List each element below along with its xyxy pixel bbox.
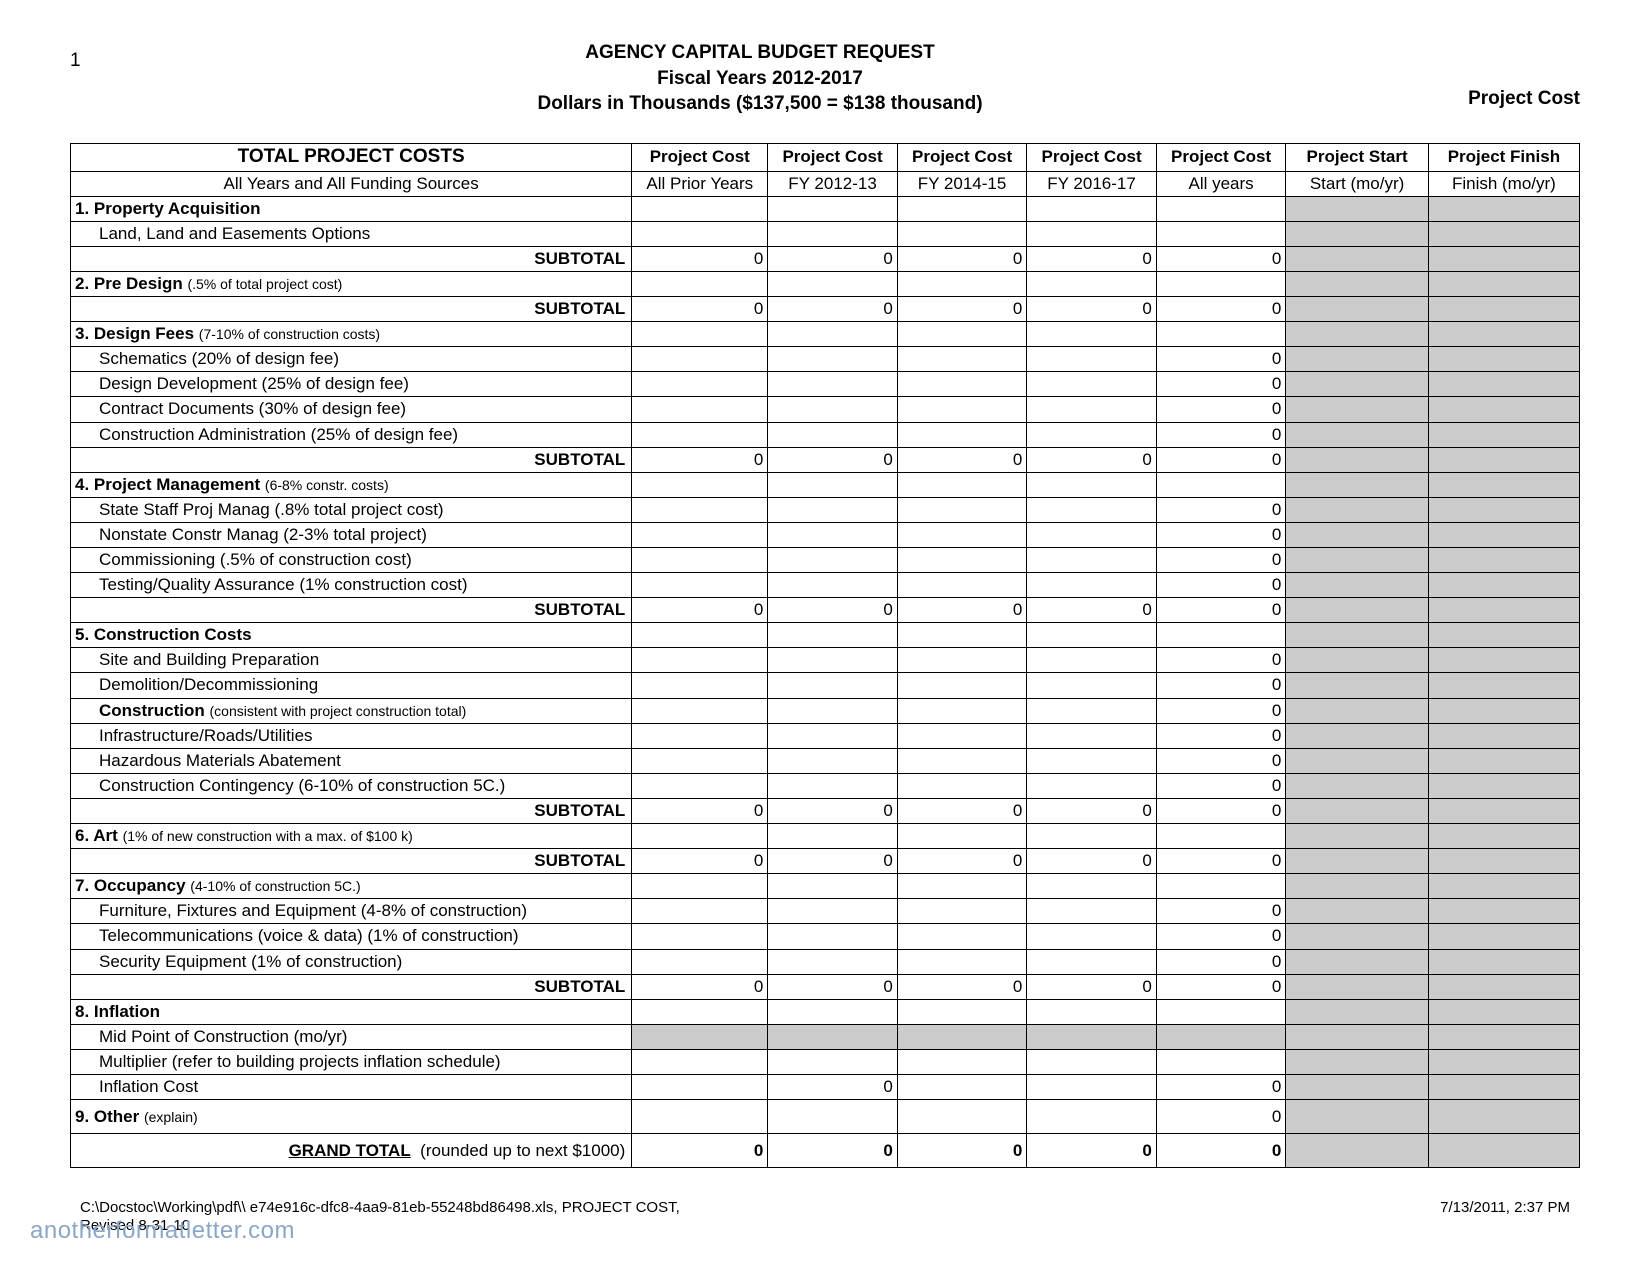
item-row: Infrastructure/Roads/Utilities0 [71, 723, 1580, 748]
col-header: Project Finish [1428, 143, 1579, 171]
section-row: 1. Property Acquisition [71, 196, 1580, 221]
section-row: 3. Design Fees (7-10% of construction co… [71, 322, 1580, 347]
budget-table: TOTAL PROJECT COSTS Project Cost Project… [70, 143, 1580, 1168]
subtotal-row: SUBTOTAL00000 [71, 297, 1580, 322]
table-header: TOTAL PROJECT COSTS Project Cost Project… [71, 143, 1580, 196]
item-row: Hazardous Materials Abatement0 [71, 748, 1580, 773]
section-row: 7. Occupancy (4-10% of construction 5C.) [71, 874, 1580, 899]
item-row: Site and Building Preparation0 [71, 648, 1580, 673]
col-subheader: FY 2014-15 [897, 171, 1027, 196]
subtotal-row: SUBTOTAL00000 [71, 447, 1580, 472]
col-subheader: All years [1156, 171, 1286, 196]
item-row: Construction (consistent with project co… [71, 698, 1580, 723]
table-body: 1. Property AcquisitionLand, Land and Ea… [71, 196, 1580, 1167]
item-row: Contract Documents (30% of design fee)0 [71, 397, 1580, 422]
col-header: Project Cost [897, 143, 1027, 171]
grand-total-row: GRAND TOTAL (rounded up to next $1000)00… [71, 1134, 1580, 1168]
item-row: Inflation Cost00 [71, 1074, 1580, 1099]
item-row: Security Equipment (1% of construction)0 [71, 949, 1580, 974]
col-header: Project Cost [632, 143, 768, 171]
col-header: Project Cost [1027, 143, 1157, 171]
col-subheader: All Years and All Funding Sources [71, 171, 632, 196]
subtotal-row: SUBTOTAL00000 [71, 598, 1580, 623]
item-row: Design Development (25% of design fee)0 [71, 372, 1580, 397]
col-header: Project Cost [768, 143, 898, 171]
col-subheader: FY 2012-13 [768, 171, 898, 196]
col-subheader: All Prior Years [632, 171, 768, 196]
title-line3: Dollars in Thousands ($137,500 = $138 th… [120, 91, 1400, 117]
footer-date: 7/13/2011, 2:37 PM [1440, 1199, 1570, 1235]
item-row: Construction Administration (25% of desi… [71, 422, 1580, 447]
page-number: 1 [70, 40, 120, 72]
right-label: Project Cost [1400, 40, 1580, 110]
item-row: Testing/Quality Assurance (1% constructi… [71, 573, 1580, 598]
item-row: Nonstate Constr Manag (2-3% total projec… [71, 522, 1580, 547]
col-subheader: Finish (mo/yr) [1428, 171, 1579, 196]
section-row: 9. Other (explain)0 [71, 1100, 1580, 1134]
item-row: Mid Point of Construction (mo/yr) [71, 1024, 1580, 1049]
section-row: 5. Construction Costs [71, 623, 1580, 648]
col-header: TOTAL PROJECT COSTS [71, 143, 632, 171]
item-row: Construction Contingency (6-10% of const… [71, 773, 1580, 798]
section-row: 2. Pre Design (.5% of total project cost… [71, 271, 1580, 296]
item-row: Land, Land and Easements Options [71, 221, 1580, 246]
section-row: 4. Project Management (6-8% constr. cost… [71, 472, 1580, 497]
item-row: State Staff Proj Manag (.8% total projec… [71, 497, 1580, 522]
item-row: Demolition/Decommissioning0 [71, 673, 1580, 698]
col-subheader: Start (mo/yr) [1286, 171, 1428, 196]
item-row: Furniture, Fixtures and Equipment (4-8% … [71, 899, 1580, 924]
item-row: Commissioning (.5% of construction cost)… [71, 548, 1580, 573]
footer-path: C:\Docstoc\Working\pdf\\ e74e916c-dfc8-4… [80, 1199, 680, 1217]
col-header: Project Start [1286, 143, 1428, 171]
item-row: Schematics (20% of design fee)0 [71, 347, 1580, 372]
col-header: Project Cost [1156, 143, 1286, 171]
item-row: Multiplier (refer to building projects i… [71, 1049, 1580, 1074]
subtotal-row: SUBTOTAL00000 [71, 849, 1580, 874]
title-line1: AGENCY CAPITAL BUDGET REQUEST [120, 40, 1400, 66]
col-subheader: FY 2016-17 [1027, 171, 1157, 196]
subtotal-row: SUBTOTAL00000 [71, 974, 1580, 999]
subtotal-row: SUBTOTAL00000 [71, 246, 1580, 271]
title-block: AGENCY CAPITAL BUDGET REQUEST Fiscal Yea… [120, 40, 1400, 117]
section-row: 8. Inflation [71, 999, 1580, 1024]
footer: C:\Docstoc\Working\pdf\\ e74e916c-dfc8-4… [80, 1199, 1570, 1235]
watermark: anotherformatletter.com [30, 1217, 295, 1245]
section-row: 6. Art (1% of new construction with a ma… [71, 824, 1580, 849]
item-row: Telecommunications (voice & data) (1% of… [71, 924, 1580, 949]
subtotal-row: SUBTOTAL00000 [71, 798, 1580, 823]
title-line2: Fiscal Years 2012-2017 [120, 66, 1400, 92]
